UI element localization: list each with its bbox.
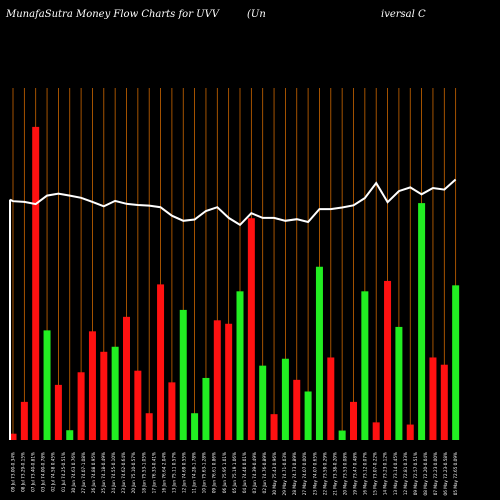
x-tick-label: 07 Jul 73.40-0.81% (31, 452, 36, 492)
company-name-part1: (Un (247, 9, 266, 20)
x-tick-label: 12 Jun 74.69 0.55% (182, 452, 187, 493)
x-tick-label: 17 Jun 76.33-0.41% (151, 452, 156, 493)
x-tick-label: 24 Jun 74.55-0.10% (111, 452, 116, 493)
company-name-part2: iversal C (381, 9, 426, 20)
bar (225, 323, 233, 440)
x-tick-label: 27 May 74.07 0.00% (302, 452, 307, 495)
x-tick-label: 16 May 73.12 0.07% (363, 452, 368, 495)
x-tick-label: 30 May 75.43 0.96% (272, 452, 277, 495)
x-tick-label: 05 May 72.65 0.09% (453, 452, 458, 495)
bar (247, 218, 255, 440)
x-tick-label: 13 May 73.14 0.45% (393, 452, 398, 495)
x-tick-label: 28 May 74.73 0.89% (292, 452, 297, 495)
bar (179, 309, 187, 440)
bar (293, 379, 301, 440)
bar (191, 413, 199, 440)
bar (452, 285, 460, 440)
x-tick-label: 23 May 74.07 0.65% (312, 452, 317, 495)
x-tick-label: 03 Jun 74.39-0.49% (252, 452, 257, 493)
bar (315, 266, 323, 440)
bar (77, 372, 85, 440)
x-tick-label: 08 May 72.20-0.04% (423, 452, 428, 495)
bar (327, 357, 335, 440)
bar (157, 284, 165, 440)
x-tick-label: 27 Jun 74.07-1.08% (81, 452, 86, 493)
x-tick-label: 18 Jun 75.53-1.05% (141, 452, 146, 493)
x-tick-label: 12 May 72.81 0.33% (403, 452, 408, 495)
x-tick-label: 07 May 72.23 0.00% (433, 452, 438, 495)
bar (134, 370, 142, 440)
site-title: MunafaSutra Money Flow Charts for UVV (6, 9, 220, 20)
bar (43, 330, 51, 440)
bar (213, 320, 221, 440)
x-tick-label: 26 Jun 74.88 0.95% (91, 452, 96, 493)
price-line-layer (9, 178, 457, 440)
bar (123, 316, 130, 440)
x-tick-label: 09 May 72.57 0.51% (413, 452, 418, 495)
x-tick-label: 04 Jun 74.40 0.01% (242, 452, 247, 493)
bar (88, 331, 96, 440)
x-tick-label: 09 Jul 73.00-0.34% (11, 452, 16, 492)
bar (429, 357, 437, 440)
bar (168, 382, 176, 440)
price-line (9, 178, 457, 227)
x-tick-label: 19 May 73.47 0.48% (353, 452, 358, 495)
x-tick-label: 01 Jul 74.25-0.51% (61, 452, 66, 492)
x-tick-label: 14 May 73.23 0.12% (383, 452, 388, 495)
x-tick-label: 10 Jun 75.63-1.28% (202, 452, 207, 493)
bar (270, 414, 278, 440)
x-tick-label: 05 Jun 75.19 1.06% (232, 452, 237, 493)
x-tick-label: 02 Jul 74.58 0.45% (51, 452, 56, 492)
x-tick-label: 29 May 74.71-0.03% (282, 452, 287, 495)
bar (350, 401, 357, 440)
x-tick-label: 09 Jun 76.61 0.86% (212, 452, 217, 493)
bar (111, 346, 119, 440)
bar (32, 126, 40, 440)
bar (304, 391, 312, 440)
x-tick-label: 15 May 73.07-0.22% (373, 452, 378, 495)
bar (395, 326, 403, 440)
x-tick-label: 13 Jun 75.11 0.57% (172, 452, 177, 493)
x-tick-label: 20 May 73.53 0.08% (343, 452, 348, 495)
bar (236, 291, 244, 440)
x-tick-label: 22 May 73.59 0.29% (322, 452, 327, 495)
bar (66, 430, 74, 440)
x-tick-label: 23 Jun 74.62-0.64% (121, 452, 126, 493)
x-tick-label: 03 Jul 74.00-0.78% (41, 452, 46, 492)
bar (384, 280, 392, 440)
bar (202, 377, 210, 440)
bar (361, 291, 369, 440)
x-tick-label: 02 Jun 74.76-0.89% (262, 452, 267, 493)
x-tick-label: 25 Jun 74.18-0.49% (101, 452, 106, 493)
bar (281, 358, 289, 440)
x-tick-label: 08 Jul 73.29-0.15% (21, 452, 26, 492)
x-tick-label: 20 Jun 75.10-0.57% (131, 452, 136, 493)
x-tick-label: 30 Jun 74.63 0.76% (71, 452, 76, 493)
bar (259, 365, 267, 440)
bar (100, 351, 108, 440)
bar (338, 430, 346, 440)
bar (20, 401, 28, 440)
x-tick-label: 16 Jun 76.64 2.04% (161, 452, 166, 493)
x-tick-label: 21 May 73.38-0.20% (332, 452, 337, 495)
bar (418, 203, 426, 440)
bar (440, 364, 448, 440)
bars (9, 126, 460, 440)
bar (406, 424, 414, 440)
bar (54, 384, 62, 440)
bar (372, 422, 380, 440)
x-tick-label: 06 Jun 75.95 1.01% (222, 452, 227, 493)
x-tick-label: 11 Jun 74.28-1.78% (192, 452, 197, 493)
bar (145, 413, 153, 440)
bar (9, 433, 17, 440)
x-tick-labels: 09 Jul 73.00-0.34% 08 Jul 73.29-0.15% 07 J… (11, 452, 459, 495)
x-tick-label: 06 May 72.23-0.58% (443, 452, 448, 495)
